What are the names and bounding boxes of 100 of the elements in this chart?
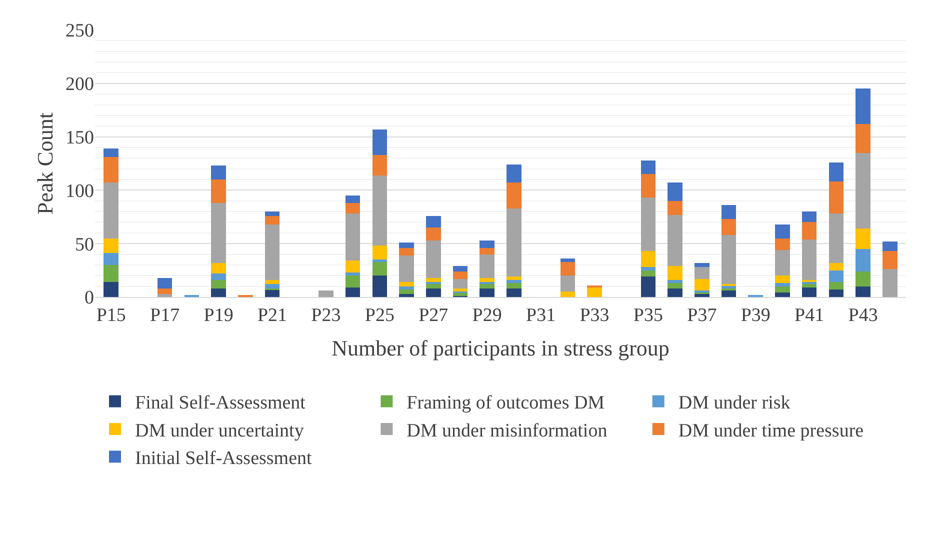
y-axis-title: Peak Count [32,112,58,215]
bar [856,248,870,272]
bar [211,274,226,280]
bar [668,283,682,288]
bar [399,255,414,282]
bar [721,235,736,284]
bar [560,262,576,276]
bar [480,240,494,248]
bar [452,271,468,279]
legend-label: Initial Self-Assessment [135,448,312,470]
bar [426,240,441,278]
bar [882,251,898,270]
bar [828,282,844,290]
bar [721,219,736,236]
bar [426,216,441,228]
bar [211,166,226,180]
bar [721,288,736,291]
bar [775,276,790,284]
bar [426,288,441,297]
bar [506,288,522,297]
bar [587,287,602,297]
x-tick-label: P43 [848,304,878,326]
bar [856,88,870,124]
bar [345,272,360,276]
x-tick-label: P25 [364,304,394,326]
bar [399,294,414,297]
bar [211,180,226,204]
bar [721,205,736,220]
bar [372,276,388,297]
bar [345,287,360,297]
bar [640,267,656,270]
x-tick-label: P37 [687,304,717,326]
bar [802,284,817,288]
bar [775,283,790,286]
bar [668,288,682,297]
bar [426,228,441,240]
bar [399,242,414,248]
x-tick-label: P19 [204,304,234,326]
bar [828,262,844,270]
bar [802,212,817,222]
y-tick-label: 150 [66,127,94,148]
bar [104,238,118,254]
bar [802,222,817,240]
bar [104,148,118,158]
bar [264,224,280,280]
bar [345,260,360,272]
bar [452,278,468,288]
bar [506,280,522,284]
legend-label: Framing of outcomes DM [406,392,605,414]
bar [104,282,118,297]
bar [668,182,682,201]
x-tick-label: P27 [418,304,448,326]
bar [506,283,522,288]
bar [640,276,656,297]
bar [560,292,576,297]
bar [264,290,280,297]
bar [882,241,898,252]
x-tick-label: P35 [633,304,663,326]
bar [345,276,360,288]
bar [426,284,441,288]
bar [480,284,494,288]
bar [372,154,388,176]
x-tick-label: P17 [150,304,180,326]
bar [480,248,494,254]
bar [856,152,870,229]
x-tick-label: P23 [311,304,341,326]
bar [721,290,736,297]
bar [828,270,844,282]
x-tick-label: P31 [526,304,556,326]
bar [104,157,118,183]
legend-label: DM under time pressure [678,420,864,442]
y-tick-label: 250 [66,20,94,42]
bar [775,224,790,238]
bar [828,290,844,297]
x-axis-title: Number of participants in stress group [332,336,670,361]
bar [452,266,468,272]
bar [264,212,280,216]
bar [264,216,280,224]
bar [775,286,790,293]
bar [399,290,414,294]
bar [480,288,494,297]
y-tick-label: 0 [84,288,94,309]
bar [828,162,844,182]
bar [856,286,870,297]
bar [157,288,172,294]
bar [506,164,522,183]
bar [640,198,656,252]
bar [104,182,118,238]
bar [640,174,656,198]
bar [694,262,710,268]
x-tick-label: P21 [257,304,288,326]
bar [640,251,656,268]
bar [372,246,388,260]
y-tick-label: 200 [66,74,94,96]
bar [668,266,682,280]
bar [668,200,682,215]
bar [345,203,360,214]
bar [211,203,226,263]
bar [694,278,710,291]
bar [694,267,710,279]
